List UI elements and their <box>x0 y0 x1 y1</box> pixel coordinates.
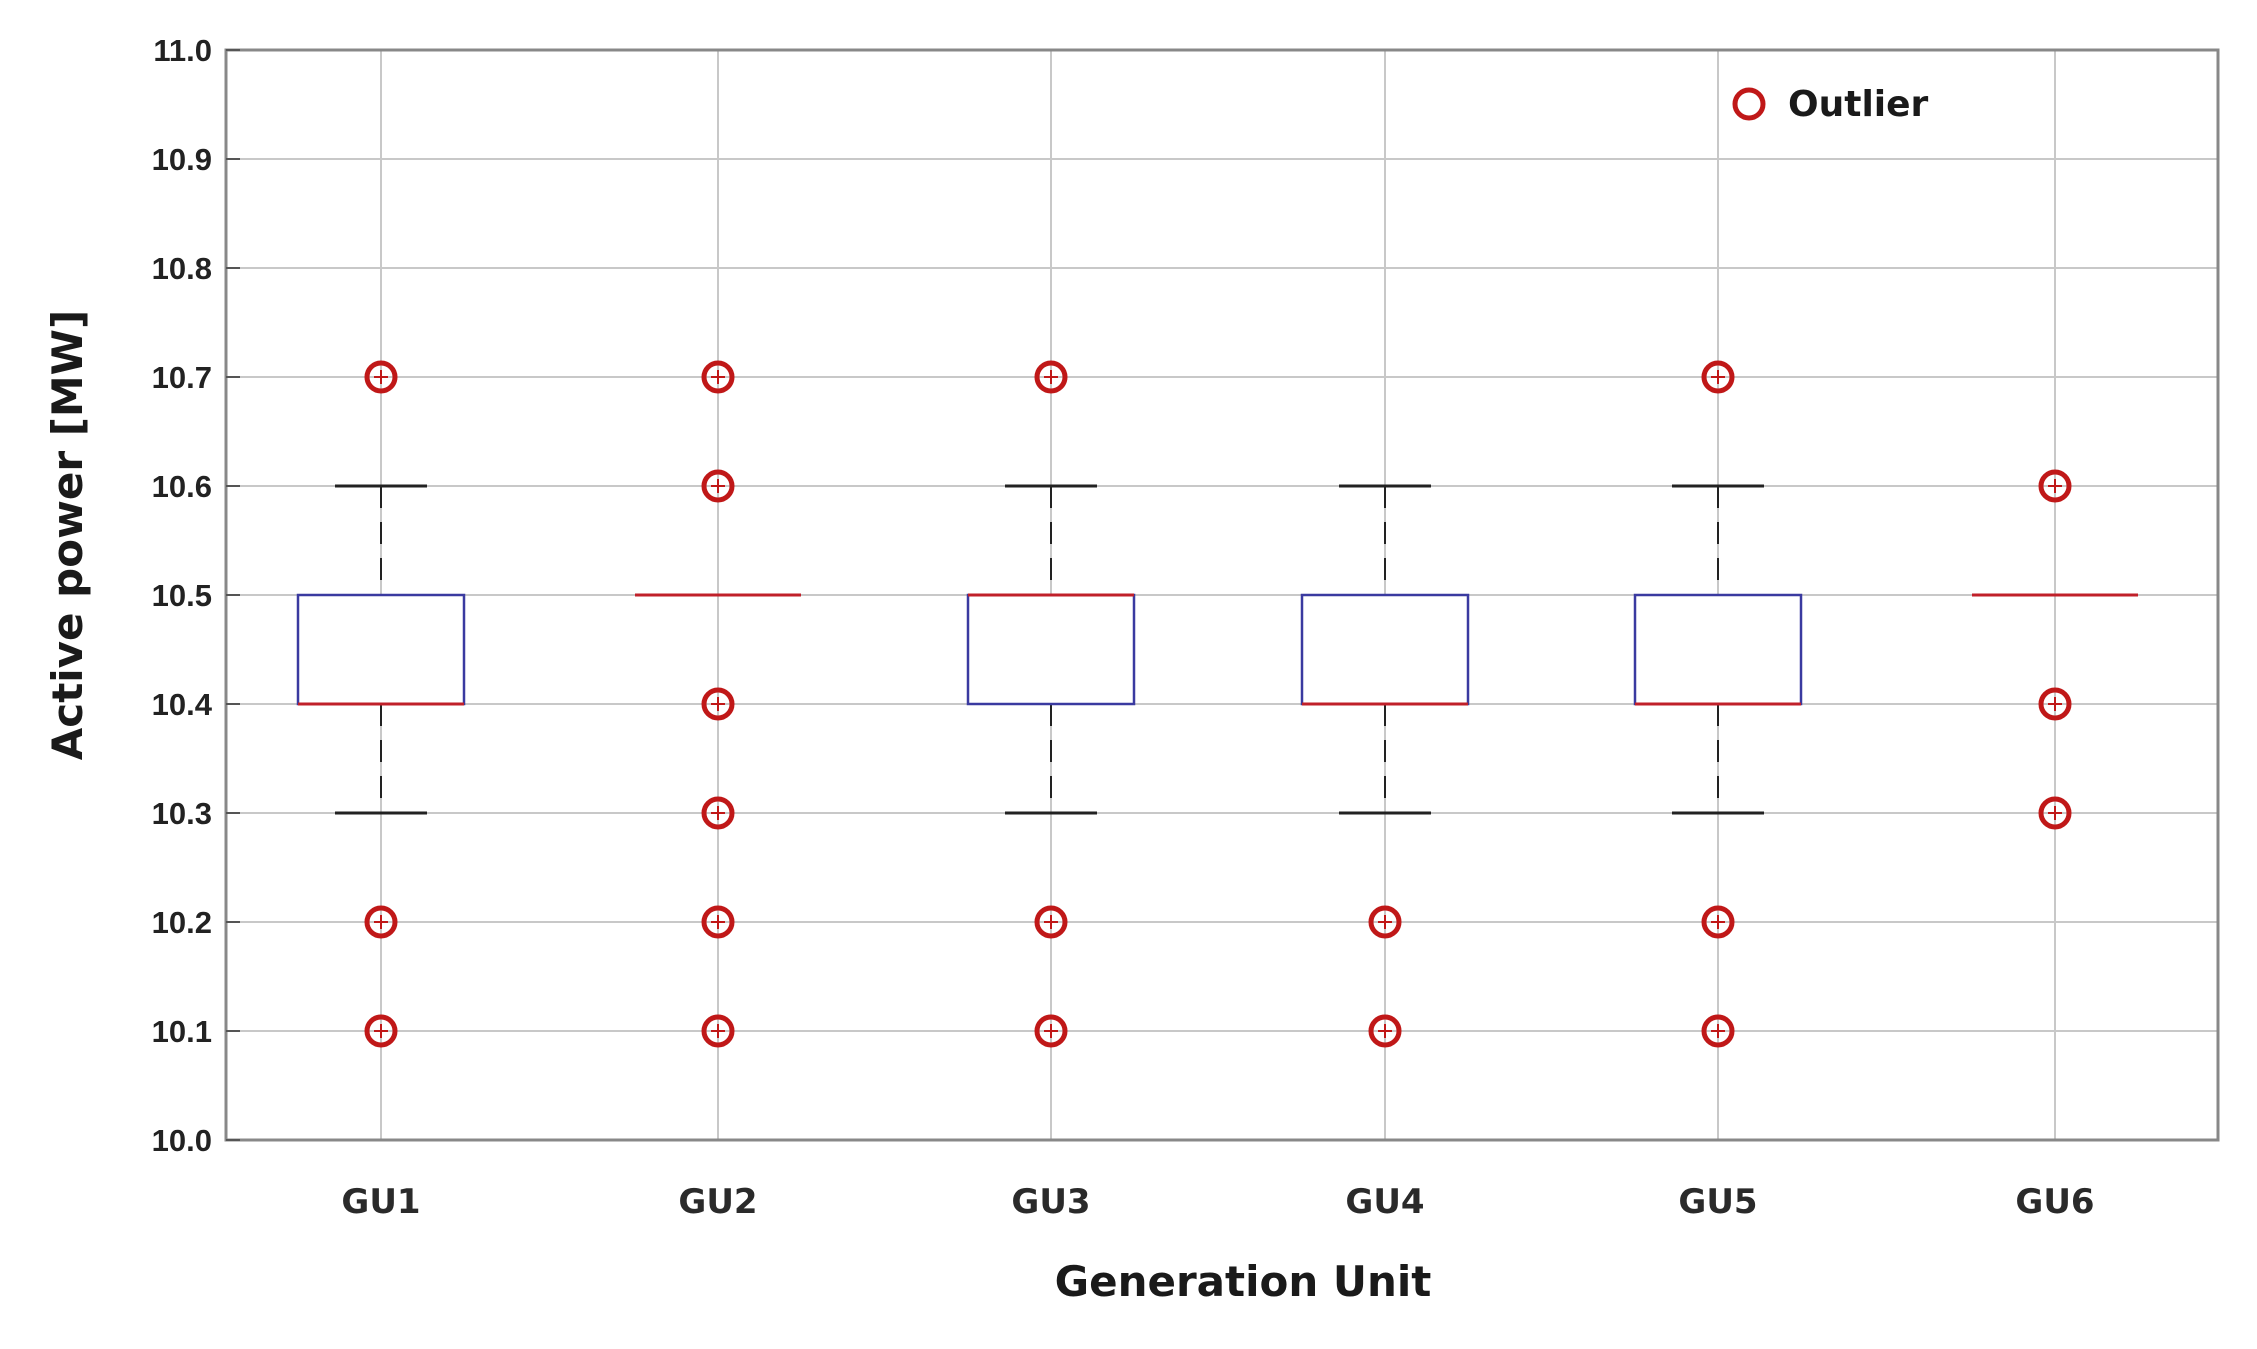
y-axis-ticks: 10.0 10.1 10.2 10.3 10.4 10.5 10.6 10.7 10.8 10.9… <box>152 33 240 1158</box>
y-tick-label-3: 10.3 <box>152 796 212 831</box>
box-gu5 <box>1633 484 1803 815</box>
x-axis-title: Generation Unit <box>1055 1257 1432 1306</box>
outlier-circle <box>2038 796 2072 830</box>
outlier-gu3-1 <box>1034 905 1068 939</box>
outlier-circle <box>1034 360 1068 394</box>
y-tick-label-7: 10.7 <box>152 360 212 395</box>
outlier-circle <box>1368 1014 1402 1048</box>
outlier-gu2-4 <box>701 905 735 939</box>
outlier-gu2-0 <box>701 360 735 394</box>
legend-outlier-label: Outlier <box>1788 84 1929 125</box>
x-tick-label-gu6: GU6 <box>2015 1182 2094 1222</box>
iqr-box <box>1633 593 1803 706</box>
outlier-gu1-1 <box>364 905 398 939</box>
outlier-gu5-0 <box>1701 360 1735 394</box>
outlier-circle <box>1701 1014 1735 1048</box>
outlier-circle <box>701 905 735 939</box>
iqr-box <box>966 593 1136 706</box>
legend-outlier-marker <box>1732 87 1766 121</box>
outlier-circle <box>701 469 735 503</box>
outlier-gu6-0 <box>2038 469 2072 503</box>
outlier-circle <box>701 360 735 394</box>
box-plot-series <box>296 484 2138 815</box>
outlier-circle <box>701 687 735 721</box>
outlier-gu2-2 <box>701 687 735 721</box>
outlier-circle <box>1034 905 1068 939</box>
outlier-gu2-1 <box>701 469 735 503</box>
outlier-circle <box>364 1014 398 1048</box>
outlier-gu6-1 <box>2038 687 2072 721</box>
outlier-gu1-0 <box>364 360 398 394</box>
y-tick-label-9: 10.9 <box>152 142 212 177</box>
iqr-box <box>1300 593 1470 706</box>
outlier-gu2-3 <box>701 796 735 830</box>
outlier-gu1-2 <box>364 1014 398 1048</box>
x-tick-label-gu2: GU2 <box>678 1182 757 1222</box>
outlier-markers <box>364 360 2072 1048</box>
outlier-circle <box>364 360 398 394</box>
x-tick-label-gu3: GU3 <box>1011 1182 1090 1222</box>
outlier-gu6-2 <box>2038 796 2072 830</box>
outlier-circle <box>701 796 735 830</box>
outlier-gu4-0 <box>1368 905 1402 939</box>
y-tick-label-5: 10.5 <box>152 578 212 613</box>
outlier-circle <box>701 1014 735 1048</box>
outlier-gu3-0 <box>1034 360 1068 394</box>
x-tick-label-gu1: GU1 <box>341 1182 420 1222</box>
outlier-circle <box>364 905 398 939</box>
legend: Outlier <box>1732 84 1929 125</box>
grid-lines <box>226 49 2218 1141</box>
outlier-circle <box>2038 469 2072 503</box>
y-tick-label-0: 10.0 <box>152 1123 212 1158</box>
box-gu1 <box>296 484 466 815</box>
y-tick-label-6: 10.6 <box>152 469 212 504</box>
y-tick-label-2: 10.2 <box>152 905 212 940</box>
outlier-circle <box>1368 905 1402 939</box>
y-tick-label-1: 10.1 <box>152 1014 212 1049</box>
iqr-box <box>296 593 466 706</box>
x-tick-label-gu5: GU5 <box>1678 1182 1757 1222</box>
x-tick-label-gu4: GU4 <box>1345 1182 1424 1222</box>
box-gu3 <box>966 484 1136 815</box>
outlier-circle <box>1701 905 1735 939</box>
outlier-circle <box>2038 687 2072 721</box>
outlier-gu4-1 <box>1368 1014 1402 1048</box>
y-tick-label-8: 10.8 <box>152 251 212 286</box>
outlier-circle <box>1701 360 1735 394</box>
y-tick-label-4: 10.4 <box>152 687 213 722</box>
y-axis-title: Active power [MW] <box>43 310 92 760</box>
y-tick-label-10: 11.0 <box>153 33 212 68</box>
box-gu4 <box>1300 484 1470 815</box>
outlier-gu5-1 <box>1701 905 1735 939</box>
outlier-gu2-5 <box>701 1014 735 1048</box>
outlier-gu5-2 <box>1701 1014 1735 1048</box>
outlier-gu3-2 <box>1034 1014 1068 1048</box>
outlier-circle <box>1034 1014 1068 1048</box>
x-axis-ticks: GU1 GU2 GU3 GU4 GU5 GU6 <box>341 1182 2094 1222</box>
